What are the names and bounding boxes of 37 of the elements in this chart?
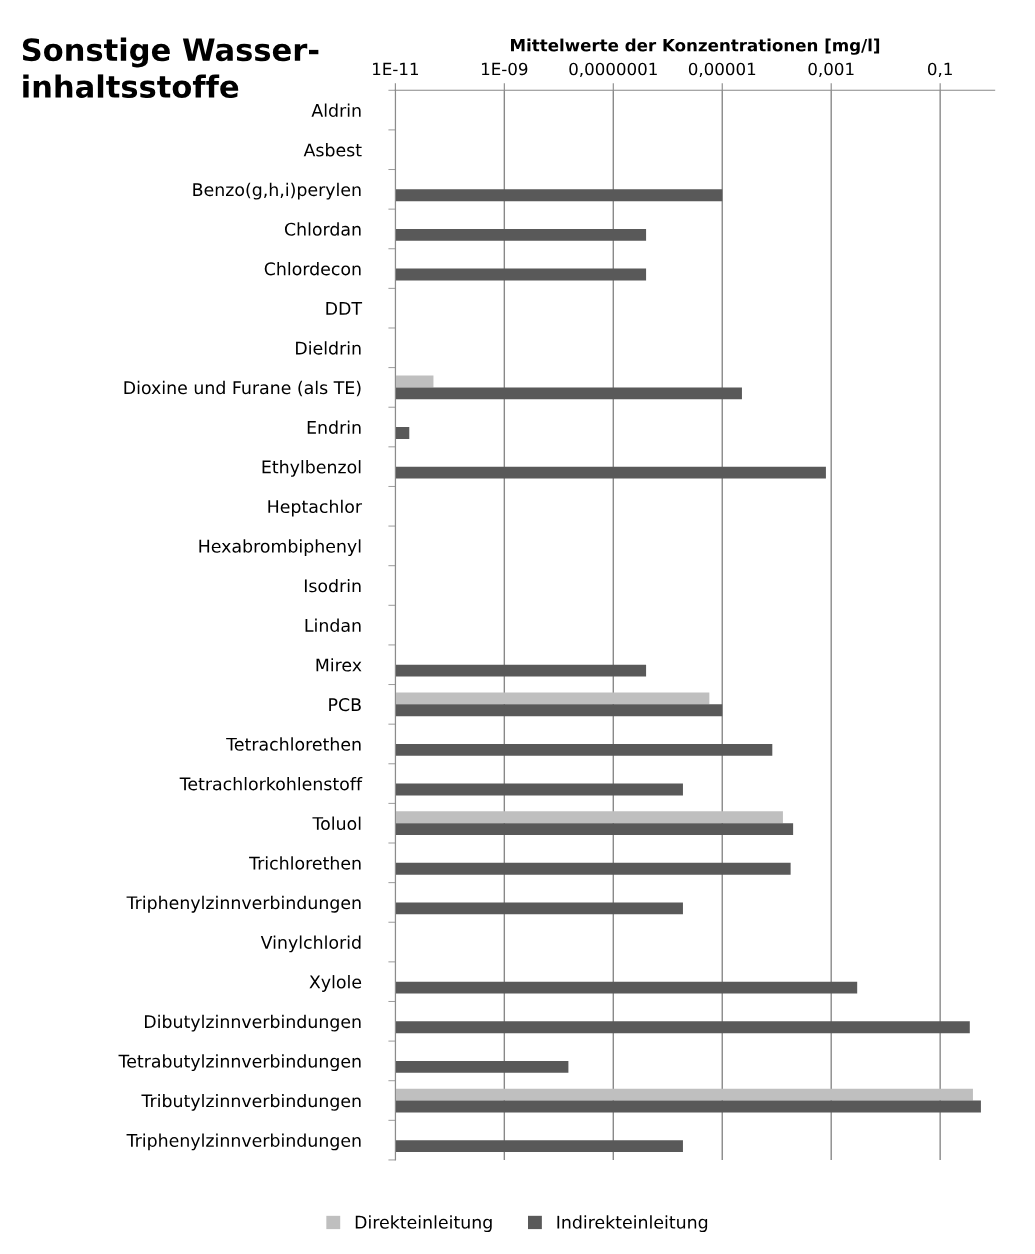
y-tick-label: Vinylchlorid — [260, 935, 361, 953]
x-tick-label: 1E-09 — [481, 62, 528, 76]
y-tick-label: Dieldrin — [296, 341, 361, 355]
y-tick-label: Tributylzinnverbindungen — [141, 1093, 361, 1111]
y-tick-label: Tetrachlorkohlenstoff — [179, 776, 363, 791]
legend-label: Indirekteinleitung — [557, 1215, 708, 1233]
y-tick-label: Benzo(g,h,i)perylen — [193, 182, 361, 200]
y-tick-label: Hexabrombiphenyl — [199, 539, 361, 557]
y-tick-label: Endrin — [307, 420, 361, 434]
x-tick-label: 0,001 — [808, 62, 854, 77]
y-tick-label: Chlordan — [284, 222, 361, 236]
legend-label: Direkteinleitung — [355, 1215, 492, 1233]
y-tick-label: Tetrabutylzinnverbindungen — [118, 1054, 361, 1072]
y-tick-label: Dibutylzinnverbindungen — [145, 1014, 361, 1032]
y-tick-label: Trichlorethen — [249, 856, 361, 870]
y-tick-label: Heptachlor — [268, 499, 363, 517]
y-tick-label: Chlordecon — [264, 261, 361, 276]
y-tick-label: Asbest — [303, 143, 362, 157]
y-tick-label: Isodrin — [304, 578, 361, 593]
y-tick-label: Xylole — [309, 975, 362, 992]
y-tick-label: PCB — [329, 698, 361, 712]
y-tick-label: Tetrachlorethen — [226, 737, 361, 751]
x-tick-label: 1E-11 — [373, 62, 419, 76]
y-tick-label: Lindan — [305, 618, 361, 632]
y-tick-label: Ethylbenzol — [262, 460, 361, 477]
y-tick-label: Dioxine und Furane (als TE) — [124, 380, 361, 397]
chart-title: Sonstige Wasser- inhaltsstoffe — [22, 37, 319, 99]
y-tick-label: Aldrin — [311, 103, 361, 117]
x-tick-label: 0,1 — [928, 62, 952, 77]
x-tick-label: 0,00001 — [688, 62, 756, 77]
x-tick-label: 0,0000001 — [569, 62, 657, 77]
y-tick-label: Triphenylzinnverbindungen — [126, 1133, 361, 1151]
y-tick-label: DDT — [326, 302, 363, 315]
y-tick-label: Toluol — [312, 816, 361, 831]
y-tick-label: Mirex — [316, 658, 362, 672]
y-tick-label: Triphenylzinnverbindungen — [126, 895, 361, 913]
x-axis-title: Mittelwerte der Konzentrationen [mg/l] — [511, 38, 880, 55]
